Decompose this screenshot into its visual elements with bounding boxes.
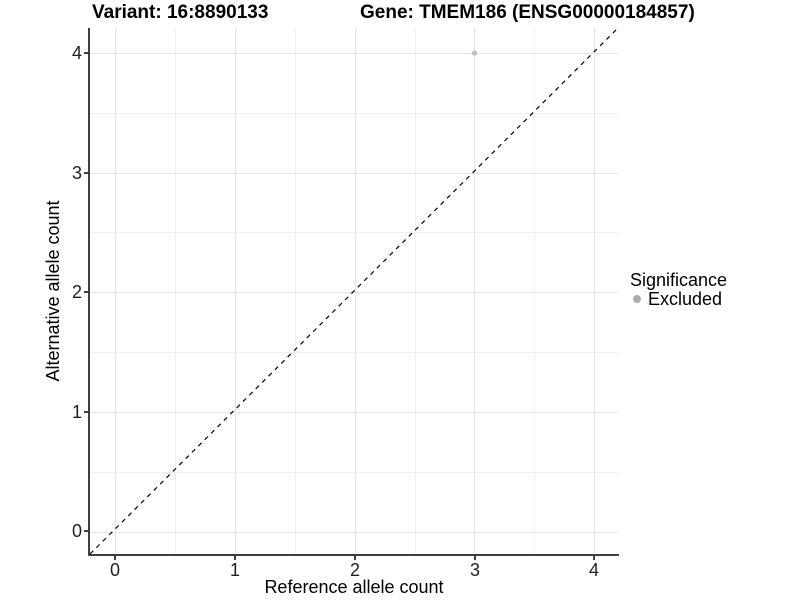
x-tick-label-0: 0 — [109, 560, 120, 580]
legend-excluded-point-icon — [633, 295, 641, 303]
gridline-y-minor — [90, 232, 618, 233]
y-tick — [84, 530, 88, 532]
gridline-x-minor — [295, 28, 296, 554]
gridline-y-major — [90, 173, 618, 174]
y-tick — [84, 411, 88, 413]
y-tick-label-4: 4 — [71, 43, 82, 63]
x-axis-line — [88, 554, 619, 556]
x-tick-label-4: 4 — [588, 560, 599, 580]
identity-line — [90, 28, 618, 554]
y-axis-line — [88, 28, 90, 556]
data-point-excluded — [471, 50, 478, 56]
gridline-x-minor — [175, 28, 176, 554]
gridline-y-major — [90, 412, 618, 413]
x-tick — [593, 556, 595, 560]
y-tick-label-2: 2 — [71, 282, 82, 302]
gridline-x-major — [355, 28, 356, 554]
gridline-y-major — [90, 532, 618, 533]
x-tick — [474, 556, 476, 560]
y-axis-title: Alternative allele count — [43, 200, 63, 382]
y-tick — [84, 291, 88, 293]
x-tick-label-2: 2 — [349, 560, 360, 580]
legend-item-excluded: Excluded — [648, 289, 723, 309]
x-tick — [114, 556, 116, 560]
legend-title: Significance — [630, 270, 728, 290]
gridline-y-major — [90, 53, 618, 54]
gridline-x-minor — [415, 28, 416, 554]
gridline-x-minor — [534, 28, 535, 554]
x-tick — [234, 556, 236, 560]
gridline-y-minor — [90, 113, 618, 114]
x-tick — [354, 556, 356, 560]
x-tick-label-1: 1 — [229, 560, 240, 580]
gridline-x-major — [474, 28, 475, 554]
gridline-y-minor — [90, 352, 618, 353]
gridline-y-major — [90, 292, 618, 293]
gridline-x-major — [235, 28, 236, 554]
plot-panel — [90, 28, 618, 554]
y-tick-label-1: 1 — [71, 402, 82, 422]
variant-title: Variant: 16:8890133 — [92, 2, 269, 23]
gridline-x-major — [115, 28, 116, 554]
y-tick — [84, 172, 88, 174]
x-tick-label-3: 3 — [469, 560, 480, 580]
gridline-x-major — [594, 28, 595, 554]
y-tick-label-3: 3 — [71, 163, 82, 183]
x-axis-title: Reference allele count — [264, 577, 444, 597]
plot-layer — [90, 28, 618, 554]
gene-title: Gene: TMEM186 (ENSG00000184857) — [360, 2, 695, 23]
y-tick-label-0: 0 — [71, 521, 82, 541]
gridline-y-minor — [90, 472, 618, 473]
y-tick — [84, 52, 88, 54]
